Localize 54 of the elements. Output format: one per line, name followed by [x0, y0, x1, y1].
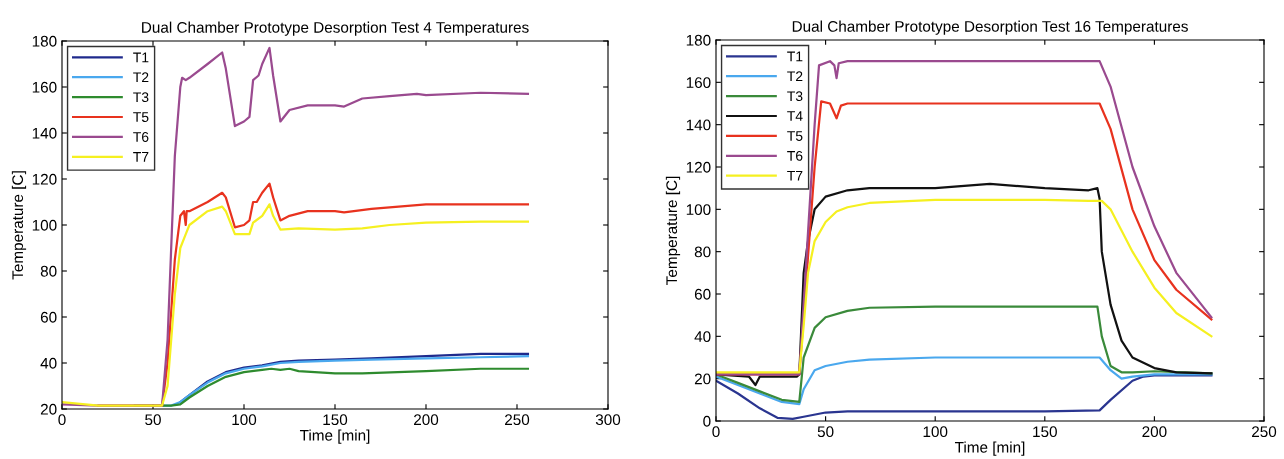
legend-label: T1: [787, 51, 803, 62]
y-tick-label: 180: [32, 35, 57, 47]
chart-title: Dual Chamber Prototype Desorption Test 16 Temperatures: [792, 20, 1188, 35]
y-tick-label: 40: [694, 331, 711, 343]
y-axis-title: Temperature [C]: [665, 176, 681, 285]
x-tick-label: 0: [712, 426, 720, 438]
y-tick-label: 20: [694, 373, 711, 385]
x-tick-label: 200: [1142, 426, 1167, 438]
y-tick-label: 100: [686, 204, 711, 216]
chart-title: Dual Chamber Prototype Desorption Test 4 Temperatures: [142, 21, 529, 36]
legend-label: T5: [787, 131, 803, 141]
x-tick-label: 150: [1033, 426, 1057, 438]
legend-label: T6: [787, 150, 803, 161]
legend-label: T7: [133, 152, 149, 162]
legend-label: T6: [133, 132, 149, 142]
line-series: [716, 374, 1213, 420]
y-tick-label: 40: [40, 357, 57, 369]
y-tick-label: 140: [32, 127, 57, 139]
line-series: [62, 46, 530, 407]
x-axis-title: Time [min]: [299, 429, 370, 444]
y-tick-label: 60: [40, 311, 57, 323]
legend-label: T2: [787, 71, 803, 82]
y-tick-label: 60: [694, 288, 711, 300]
legend-label: T7: [787, 170, 803, 181]
x-tick-label: 300: [595, 414, 621, 426]
legend-label: T5: [133, 112, 149, 122]
y-tick-label: 120: [686, 161, 711, 173]
x-tick-label: 250: [505, 414, 530, 426]
y-axis-title: Temperature [C]: [11, 171, 27, 280]
x-tick-label: 100: [923, 426, 948, 438]
x-tick-label: 250: [1252, 426, 1277, 438]
legend-label: T2: [133, 72, 149, 83]
legend-label: T1: [133, 52, 149, 63]
y-tick-label: 120: [32, 173, 57, 185]
legend-label: T4: [787, 111, 803, 121]
y-tick-label: 20: [40, 403, 57, 415]
legend-label: T3: [787, 91, 803, 102]
y-tick-label: 80: [694, 246, 711, 258]
y-tick-label: 160: [32, 81, 57, 93]
x-tick-label: 150: [323, 414, 348, 426]
x-tick-label: 50: [145, 414, 161, 426]
x-tick-label: 0: [58, 414, 66, 426]
y-tick-label: 80: [40, 265, 57, 277]
x-tick-label: 50: [817, 426, 834, 438]
line-series: [716, 356, 1213, 406]
legend-label: T3: [133, 92, 149, 103]
x-axis-title: Time [min]: [954, 441, 1025, 456]
y-tick-label: 140: [686, 119, 711, 131]
y-tick-label: 160: [686, 77, 711, 89]
y-tick-label: 180: [686, 34, 711, 46]
line-series: [62, 203, 530, 407]
y-tick-label: 100: [32, 219, 57, 231]
x-tick-label: 200: [414, 414, 439, 426]
x-tick-label: 100: [232, 414, 257, 426]
